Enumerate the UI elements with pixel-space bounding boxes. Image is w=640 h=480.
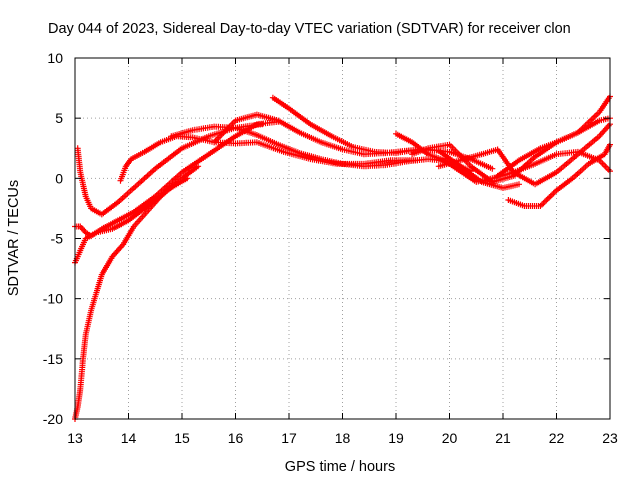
y-tick-label: -5 <box>51 231 64 247</box>
series-markers <box>505 141 613 209</box>
x-tick-label: 21 <box>495 430 511 446</box>
y-axis-label: SDTVAR / TECUs <box>6 180 22 296</box>
x-tick-label: 14 <box>121 430 137 446</box>
series-12 <box>505 141 613 209</box>
x-axis-label: GPS time / hours <box>285 459 395 475</box>
x-tick-label: 20 <box>442 430 458 446</box>
series-markers <box>269 94 522 191</box>
chart-title: Day 044 of 2023, Sidereal Day-to-day VTE… <box>48 21 571 37</box>
series-6 <box>168 123 474 175</box>
x-tick-label: 13 <box>67 430 83 446</box>
series-11 <box>435 121 613 188</box>
series-8 <box>269 94 522 191</box>
y-tick-label: 5 <box>55 110 63 126</box>
x-tick-label: 15 <box>174 430 190 446</box>
axis-ticks: 13 14 15 16 17 18 19 20 21 22 23 -20 -15 -10 -5 0 5 10 <box>43 50 618 446</box>
series-markers <box>168 123 474 175</box>
x-tick-label: 19 <box>388 430 404 446</box>
x-tick-label: 17 <box>281 430 297 446</box>
gridlines <box>75 58 610 419</box>
series-13 <box>494 115 613 179</box>
x-tick-label: 23 <box>602 430 618 446</box>
x-tick-label: 22 <box>549 430 565 446</box>
y-tick-label: 0 <box>55 170 63 186</box>
x-tick-label: 18 <box>335 430 351 446</box>
y-tick-label: -15 <box>43 351 63 367</box>
x-tick-label: 16 <box>228 430 244 446</box>
y-tick-label: -10 <box>43 291 63 307</box>
series-markers <box>435 121 613 188</box>
data-series <box>72 93 613 422</box>
y-tick-label: -20 <box>43 411 63 427</box>
series-markers <box>494 115 613 179</box>
y-tick-label: 10 <box>47 50 63 66</box>
